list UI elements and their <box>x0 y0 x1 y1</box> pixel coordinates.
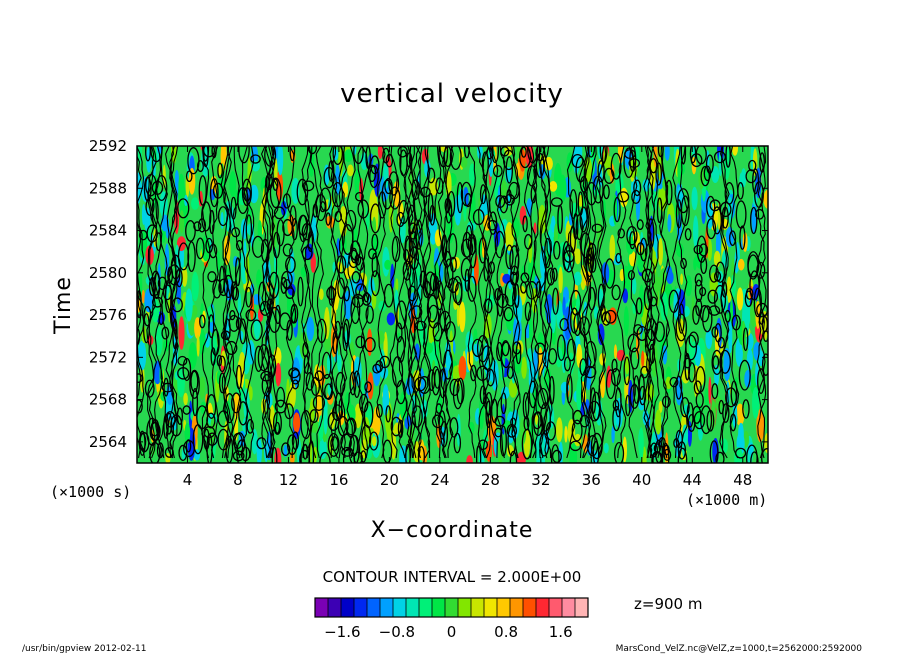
colorbar-swatch <box>328 598 342 617</box>
colorbar-frame <box>314 597 589 618</box>
contour-interval: CONTOUR INTERVAL = 2.000E+00 <box>323 568 582 586</box>
y-axis-unit: (×1000 s) <box>50 483 131 501</box>
x-tick-label: 16 <box>329 471 348 489</box>
x-tick-label: 32 <box>531 471 550 489</box>
colorbar-tick-label: −1.6 <box>324 623 360 641</box>
x-tick-label: 24 <box>430 471 449 489</box>
colorbar-swatch <box>562 598 576 617</box>
y-tick-label: 2592 <box>89 137 127 155</box>
y-tick-label: 2564 <box>89 433 127 451</box>
y-tick-label: 2572 <box>89 348 127 366</box>
colorbar-swatch <box>341 598 355 617</box>
x-tick-label: 12 <box>279 471 298 489</box>
colorbar <box>314 597 589 618</box>
footer-right: MarsCond_VelZ.nc@VelZ,z=1000,t=2562000:2… <box>616 644 863 654</box>
colorbar-swatch <box>458 598 472 617</box>
colorbar-swatch <box>315 598 329 617</box>
x-tick-label: 4 <box>183 471 193 489</box>
y-tick-label: 2568 <box>89 391 127 409</box>
x-tick-label: 20 <box>380 471 399 489</box>
colorbar-swatch <box>471 598 485 617</box>
y-tick-label: 2584 <box>89 222 127 240</box>
colorbar-swatch <box>510 598 524 617</box>
y-axis: 2564 2568 2572 2576 2580 2584 2588 2592 <box>89 137 768 451</box>
colorbar-swatch <box>354 598 368 617</box>
colorbar-swatch <box>549 598 563 617</box>
plot-frame <box>136 145 769 464</box>
x-tick-label: 8 <box>233 471 243 489</box>
colorbar-swatch <box>484 598 498 617</box>
colorbar-swatch <box>432 598 446 617</box>
y-axis-label: Time <box>51 276 76 335</box>
x-tick-label: 48 <box>733 471 752 489</box>
colorbar-swatch <box>445 598 459 617</box>
z-level-label: z=900 m <box>634 595 702 613</box>
colorbar-tick-label: 0 <box>447 623 457 641</box>
colorbar-swatch <box>536 598 550 617</box>
x-tick-label: 36 <box>582 471 601 489</box>
colorbar-swatch <box>393 598 407 617</box>
chart-title: vertical velocity <box>340 79 564 109</box>
x-tick-label: 28 <box>481 471 500 489</box>
colorbar-swatch <box>380 598 394 617</box>
colorbar-swatch <box>406 598 420 617</box>
colorbar-tick-label: 1.6 <box>549 623 573 641</box>
footer-left: /usr/bin/gpview 2012-02-11 <box>22 644 146 654</box>
colorbar-swatch <box>497 598 511 617</box>
y-tick-label: 2576 <box>89 306 127 324</box>
colorbar-swatch <box>523 598 537 617</box>
y-tick-label: 2588 <box>89 179 127 197</box>
x-axis-label: X−coordinate <box>371 518 534 543</box>
colorbar-swatch <box>419 598 433 617</box>
colorbar-swatch <box>575 598 589 617</box>
x-axis-unit: (×1000 m) <box>686 491 767 509</box>
colorbar-tick-label: 0.8 <box>494 623 518 641</box>
colorbar-tick-label: −0.8 <box>379 623 415 641</box>
x-tick-label: 44 <box>683 471 702 489</box>
velocity-field <box>137 146 768 463</box>
x-axis: 4 8 12 16 20 24 28 32 36 40 44 48 <box>183 146 752 489</box>
y-tick-label: 2580 <box>89 264 127 282</box>
colorbar-swatch <box>367 598 381 617</box>
x-tick-label: 40 <box>632 471 651 489</box>
colorbar-ticks: −1.6 −0.8 0 0.8 1.6 <box>324 623 573 641</box>
